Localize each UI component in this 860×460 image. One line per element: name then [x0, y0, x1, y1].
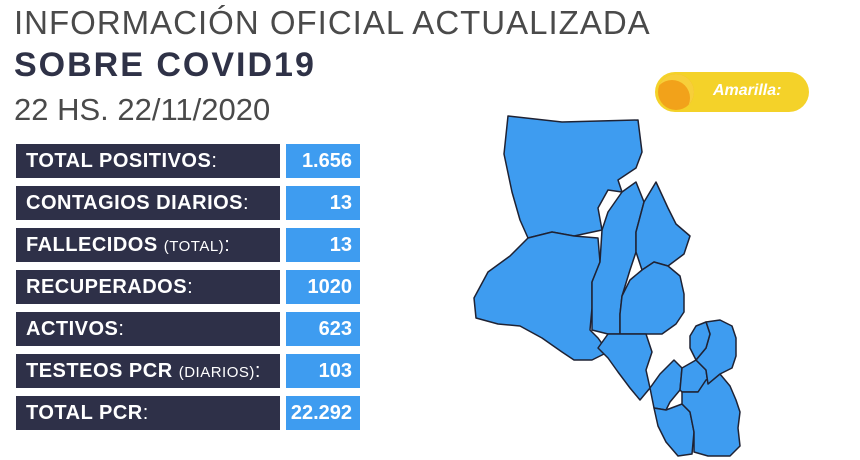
- stat-label: RECUPERADOS: [26, 276, 188, 298]
- alert-level-label: Amarilla:: [713, 82, 782, 99]
- stat-label-box: FALLECIDOS (TOTAL):: [16, 228, 280, 262]
- stat-value: 103: [286, 354, 360, 388]
- stat-value: 623: [286, 312, 360, 346]
- map-department: [689, 321, 711, 361]
- stat-label-box: TESTEOS PCR (DIARIOS):: [16, 354, 280, 388]
- stat-label: ACTIVOS: [26, 318, 119, 340]
- stat-label: CONTAGIOS DIARIOS: [26, 192, 244, 214]
- alert-level-badge: Amarilla:: [655, 72, 809, 112]
- stat-label-box: TOTAL PCR:: [16, 396, 280, 430]
- stat-value: 1.656: [286, 144, 360, 178]
- stat-value: 13: [286, 186, 360, 220]
- stat-label: TESTEOS PCR: [26, 360, 173, 382]
- stat-label-box: RECUPERADOS:: [16, 270, 280, 304]
- province-map: [473, 115, 741, 457]
- map-department: [635, 181, 691, 271]
- map-department: [503, 115, 643, 239]
- stat-value: 1020: [286, 270, 360, 304]
- stat-note: (TOTAL): [163, 238, 225, 255]
- map-department: [473, 231, 609, 361]
- stat-label: TOTAL POSITIVOS: [26, 150, 212, 172]
- map-department: [597, 333, 653, 401]
- stat-row-contagios-diarios: CONTAGIOS DIARIOS: 13: [16, 186, 360, 220]
- stat-value: 13: [286, 228, 360, 262]
- title-line-2: SOBRE COVID19: [14, 46, 316, 84]
- stat-row-total-pcr: TOTAL PCR: 22.292: [16, 396, 360, 430]
- stat-row-activos: ACTIVOS: 623: [16, 312, 360, 346]
- stat-row-testeos-pcr: TESTEOS PCR (DIARIOS): 103: [16, 354, 360, 388]
- stat-value: 22.292: [286, 396, 360, 430]
- map-department: [619, 261, 685, 335]
- title-line-1: INFORMACIÓN OFICIAL ACTUALIZADA: [14, 4, 651, 41]
- stat-label-box: ACTIVOS:: [16, 312, 280, 346]
- stat-label-box: CONTAGIOS DIARIOS:: [16, 186, 280, 220]
- map-department: [649, 359, 683, 411]
- stat-note: (DIARIOS): [178, 364, 255, 381]
- stat-label: FALLECIDOS: [26, 234, 158, 256]
- stat-label-box: TOTAL POSITIVOS:: [16, 144, 280, 178]
- stat-label: TOTAL PCR: [26, 402, 143, 424]
- stat-row-fallecidos: FALLECIDOS (TOTAL): 13: [16, 228, 360, 262]
- stat-row-total-positivos: TOTAL POSITIVOS: 1.656: [16, 144, 360, 178]
- report-datetime: 22 HS. 22/11/2020: [14, 92, 271, 127]
- map-department: [653, 403, 695, 457]
- sun-icon: [658, 74, 694, 110]
- stat-row-recuperados: RECUPERADOS: 1020: [16, 270, 360, 304]
